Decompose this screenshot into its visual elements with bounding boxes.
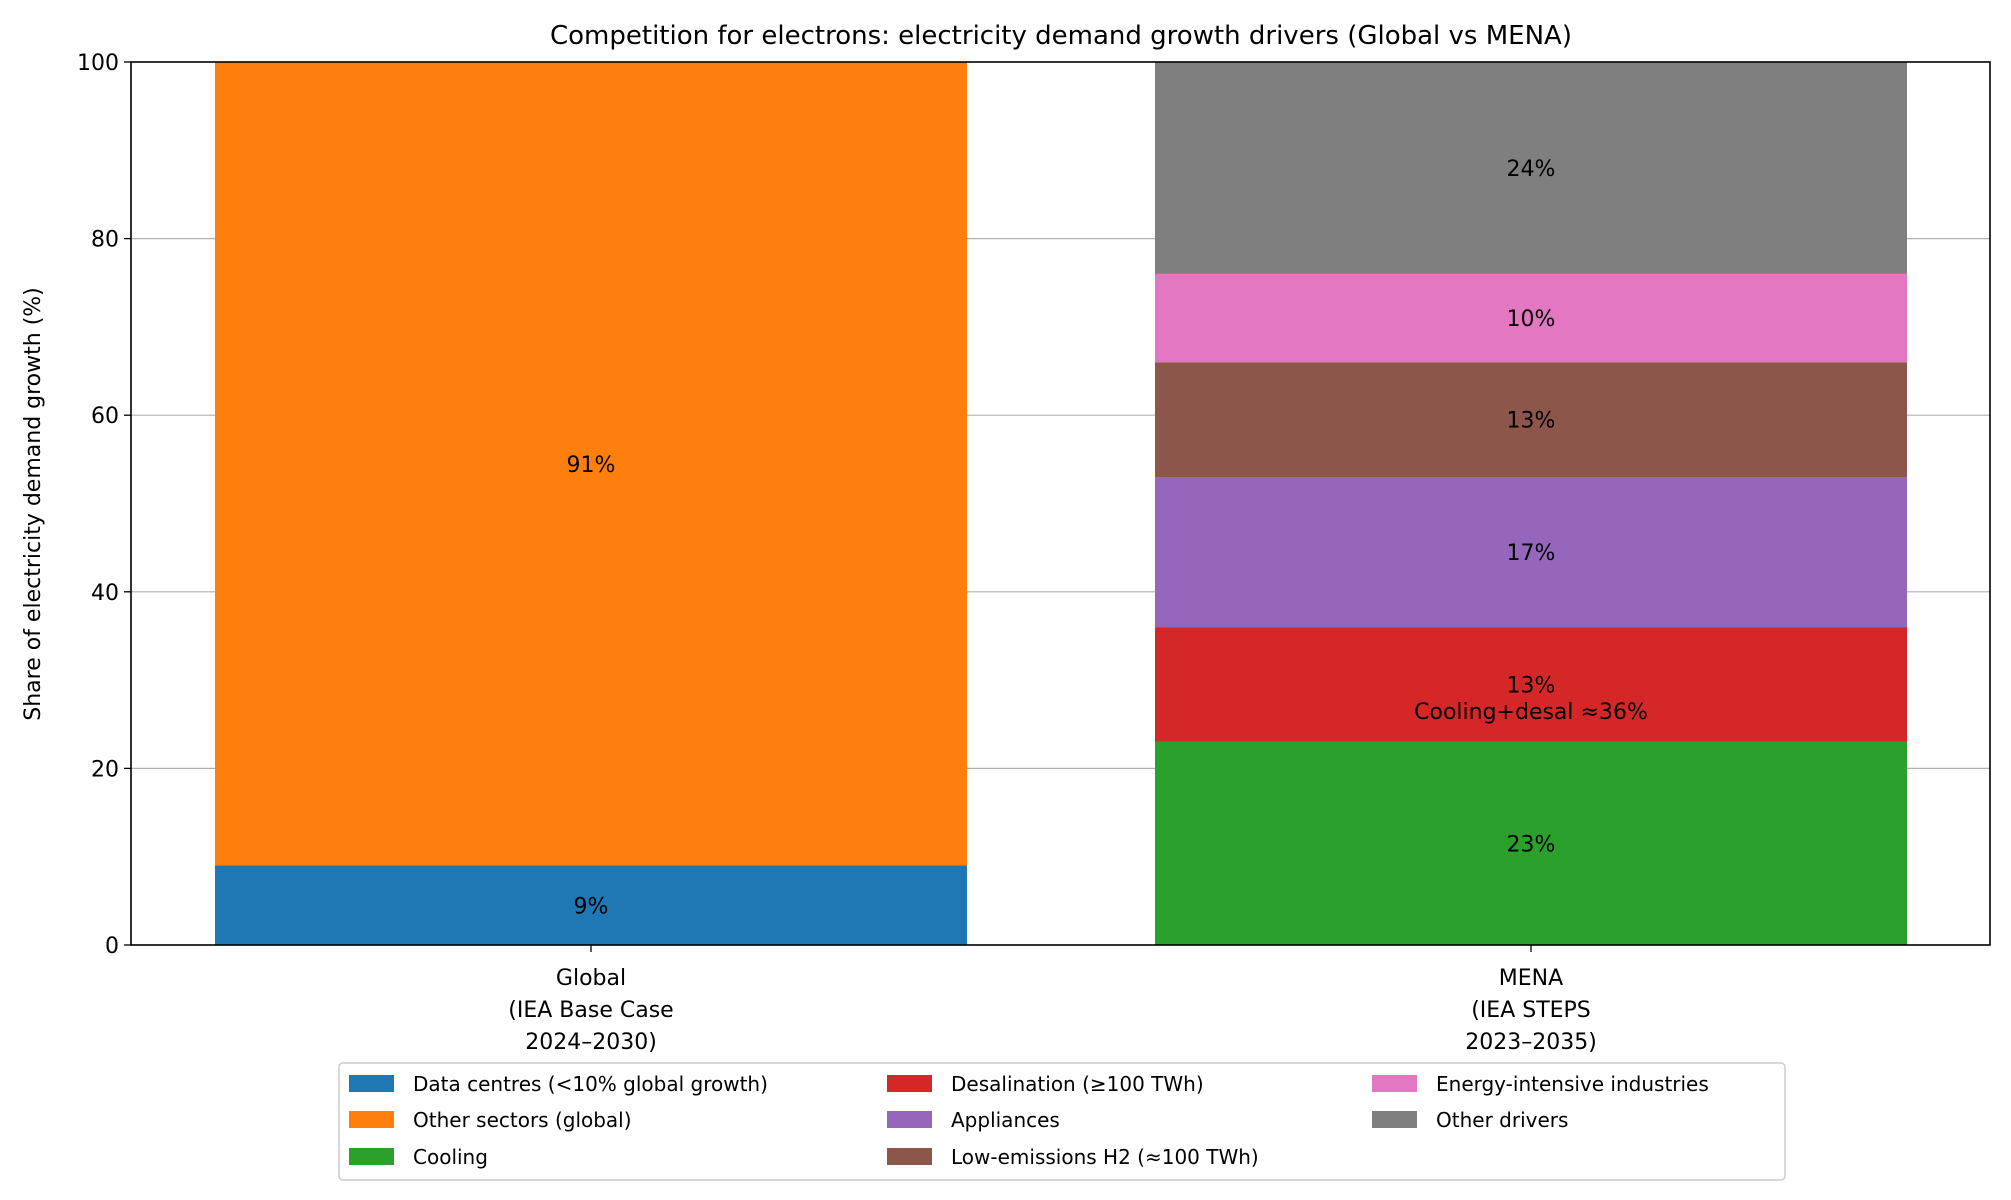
bar-segment — [215, 865, 967, 945]
annotation-label: Cooling+desal ≈36% — [1414, 700, 1648, 725]
legend-frame — [338, 1062, 1786, 1181]
x-tick-label: MENA — [1499, 966, 1563, 991]
legend-item: Desalination (≥100 TWh) — [887, 1072, 1204, 1096]
legend-item: Other sectors (global) — [349, 1108, 632, 1132]
plot-frame — [130, 61, 1991, 946]
legend-swatch — [349, 1075, 394, 1092]
legend-label: Data centres (<10% global growth) — [413, 1072, 768, 1096]
annotations: Cooling+desal ≈36% — [1414, 700, 1648, 725]
legend-swatch — [349, 1148, 394, 1165]
legend-swatch — [349, 1111, 394, 1128]
legend-item: Low-emissions H2 (≈100 TWh) — [887, 1145, 1259, 1169]
legend-label: Other sectors (global) — [413, 1108, 632, 1132]
y-tick-label: 100 — [77, 51, 119, 76]
bar-value-label: 24% — [1507, 157, 1556, 182]
bar-value-label: 91% — [567, 453, 616, 478]
legend-item: Energy-intensive industries — [1372, 1072, 1709, 1096]
bar-value-label: 10% — [1507, 307, 1556, 332]
x-tick-label: Global — [556, 966, 626, 991]
y-tick-label: 20 — [91, 757, 119, 782]
bar-labels: 9% 91% 23% 13% 17% 13% 10% 24% — [567, 157, 1556, 919]
bars — [215, 62, 1907, 945]
legend-item: Appliances — [887, 1108, 1060, 1132]
legend-label: Low-emissions H2 (≈100 TWh) — [951, 1145, 1259, 1169]
legend-label: Other drivers — [1436, 1108, 1568, 1132]
y-axis-ticks: 0 20 40 60 80 100 — [77, 51, 131, 959]
bar-value-label: 23% — [1507, 832, 1556, 857]
y-tick-label: 60 — [91, 404, 119, 429]
legend-item: Cooling — [349, 1145, 488, 1169]
y-tick-label: 0 — [105, 934, 119, 959]
bar-segment — [1155, 273, 1907, 363]
bar-segment — [1155, 741, 1907, 945]
bar-segment — [215, 62, 967, 866]
x-tick-label: 2023–2035) — [1465, 1030, 1597, 1055]
bar-segment — [1155, 62, 1907, 274]
bar-segment — [1155, 627, 1907, 742]
legend-swatch — [887, 1111, 932, 1128]
bar-value-label: 13% — [1507, 674, 1556, 699]
bar-value-label: 9% — [574, 894, 609, 919]
x-tick-label: (IEA STEPS — [1471, 998, 1591, 1023]
legend-label: Cooling — [413, 1145, 488, 1169]
x-axis-ticks: Global (IEA Base Case 2024–2030) MENA (IEA S… — [508, 945, 1597, 1055]
legend-label: Energy-intensive industries — [1436, 1072, 1709, 1096]
legend: Data centres (<10% global growth) Other s… — [338, 1062, 1786, 1181]
bar-value-label: 13% — [1507, 409, 1556, 434]
y-tick-label: 40 — [91, 581, 119, 606]
bar-segment — [1155, 362, 1907, 478]
legend-item: Data centres (<10% global growth) — [349, 1072, 768, 1096]
legend-label: Desalination (≥100 TWh) — [951, 1072, 1204, 1096]
y-axis-label: Share of electricity demand growth (%) — [21, 287, 46, 721]
x-tick-label: (IEA Base Case — [508, 998, 673, 1023]
legend-item: Other drivers — [1372, 1108, 1568, 1132]
legend-label: Appliances — [951, 1108, 1060, 1132]
bar-value-label: 17% — [1507, 541, 1556, 566]
chart-title: Competition for electrons: electricity d… — [550, 21, 1572, 51]
legend-swatch — [887, 1075, 932, 1092]
x-tick-label: 2024–2030) — [525, 1030, 657, 1055]
legend-swatch — [1372, 1111, 1417, 1128]
bar-segment — [1155, 477, 1907, 628]
legend-swatch — [1372, 1075, 1417, 1092]
y-tick-label: 80 — [91, 228, 119, 253]
legend-swatch — [887, 1148, 932, 1165]
